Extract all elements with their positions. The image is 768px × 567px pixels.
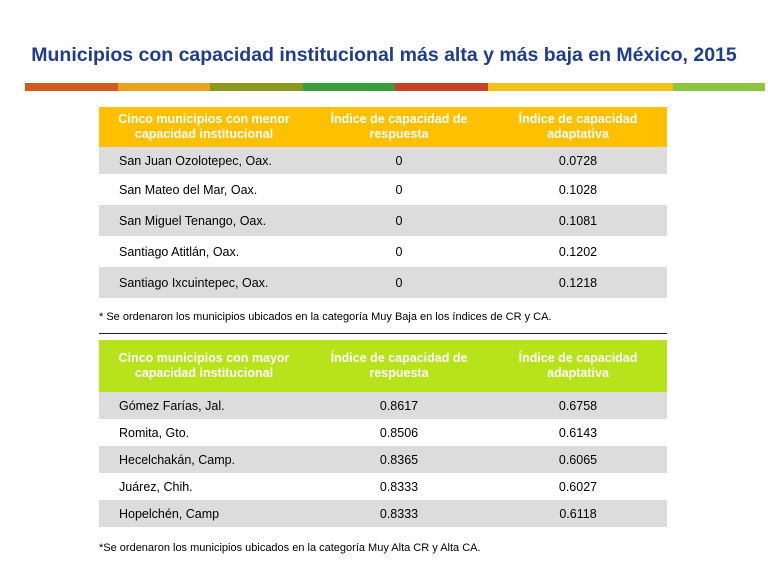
page-title: Municipios con capacidad institucional m… [31,44,737,66]
adaptive-index-value: 0.0728 [558,153,598,168]
section-divider [99,333,667,334]
municipality-name: Juárez, Chih. [119,479,193,494]
column-header-response-index: Índice de capacidad de respuesta [330,112,468,141]
response-index-value: 0.8365 [379,452,419,467]
municipality-name: San Mateo del Mar, Oax. [119,182,258,197]
footnote-high: *Se ordenaron los municipios ubicados en… [99,542,481,554]
response-index-value: 0.8333 [379,479,419,494]
table-header-row: Cinco municipios con mayor capacidad ins… [99,340,667,392]
column-header-response-index: Índice de capacidad de respuesta [330,351,468,380]
color-bar-segment [395,83,488,91]
response-index-value: 0 [395,182,403,197]
table-row: Santiago Atitlán, Oax. 0 0.1202 [99,236,667,267]
municipality-name: Hopelchén, Camp [119,506,220,521]
municipality-name: San Juan Ozolotepec, Oax. [119,153,272,168]
column-header-municipality: Cinco municipios con mayor capacidad ins… [118,351,290,380]
highest-capacity-table: Cinco municipios con mayor capacidad ins… [99,340,667,527]
column-header-municipality: Cinco municipios con menor capacidad ins… [118,112,290,141]
adaptive-index-value: 0.1202 [558,244,598,259]
adaptive-index-value: 0.6027 [558,479,598,494]
adaptive-index-value: 0.6118 [559,506,597,521]
response-index-value: 0.8506 [379,425,419,440]
color-bar-segment [25,83,118,91]
color-bar-segment [117,83,210,91]
color-bar-segment [580,83,673,91]
adaptive-index-value: 0.6065 [558,452,598,467]
table-row: San Miguel Tenango, Oax. 0 0.1081 [99,205,667,236]
response-index-value: 0 [395,153,403,168]
municipality-name: Hecelchakán, Camp. [119,452,236,467]
municipality-name: Santiago Ixcuintepec, Oax. [119,275,269,290]
table-header-row: Cinco municipios con menor capacidad ins… [99,107,667,147]
color-bar-segment [210,83,303,91]
table-row: San Juan Ozolotepec, Oax. 0 0.0728 [99,147,667,174]
response-index-value: 0 [395,213,403,228]
color-bar-segment [487,83,580,91]
footnote-low: * Se ordenaron los municipios ubicados e… [99,311,552,323]
color-bar-segment [672,83,765,91]
table-row: Juárez, Chih. 0.8333 0.6027 [99,473,667,500]
adaptive-index-value: 0.6758 [558,398,598,413]
table-row: San Mateo del Mar, Oax. 0 0.1028 [99,174,667,205]
response-index-value: 0.8617 [379,398,419,413]
adaptive-index-value: 0.1081 [558,213,598,228]
column-header-adaptive-index: Índice de capacidad adaptativa [518,112,638,141]
response-index-value: 0.8333 [379,506,419,521]
adaptive-index-value: 0.6143 [558,425,598,440]
table-row: Santiago Ixcuintepec, Oax. 0 0.1218 [99,267,667,298]
response-index-value: 0 [395,275,403,290]
color-bar-segment [302,83,395,91]
municipality-name: Santiago Atitlán, Oax. [119,244,240,259]
table-row: Romita, Gto. 0.8506 0.6143 [99,419,667,446]
column-header-adaptive-index: Índice de capacidad adaptativa [518,351,638,380]
municipality-name: San Miguel Tenango, Oax. [119,213,267,228]
table-row: Hecelchakán, Camp. 0.8365 0.6065 [99,446,667,473]
table-row: Hopelchén, Camp 0.8333 0.6118 [99,500,667,527]
adaptive-index-value: 0.1028 [558,182,598,197]
lowest-capacity-table: Cinco municipios con menor capacidad ins… [99,107,667,298]
adaptive-index-value: 0.1218 [558,275,598,290]
response-index-value: 0 [395,244,403,259]
table-row: Gómez Farías, Jal. 0.8617 0.6758 [99,392,667,419]
municipality-name: Gómez Farías, Jal. [119,398,225,413]
municipality-name: Romita, Gto. [119,425,190,440]
decorative-color-bar [25,83,765,91]
